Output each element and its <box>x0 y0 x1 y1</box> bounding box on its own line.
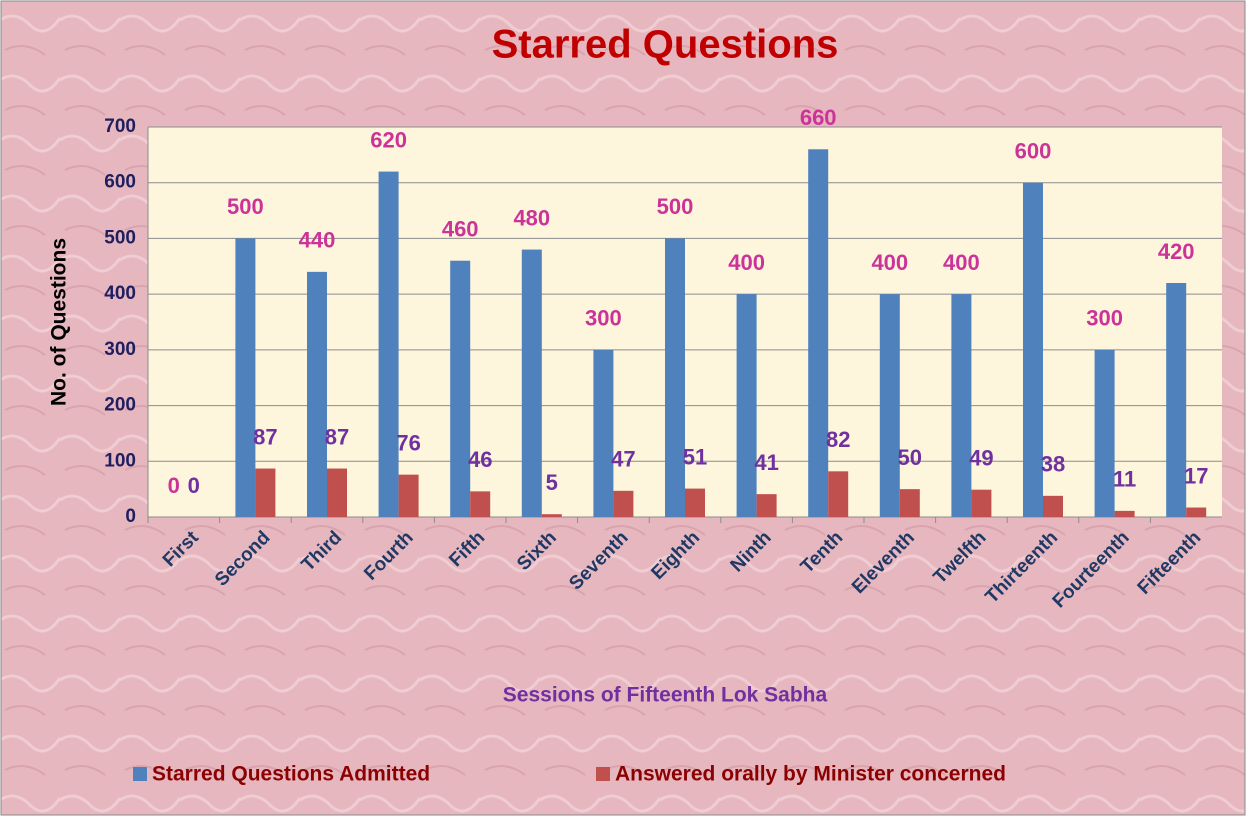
bar <box>450 260 471 517</box>
bar <box>828 471 849 517</box>
data-label: 500 <box>657 194 694 219</box>
data-label: 87 <box>325 424 349 449</box>
y-tick-label: 300 <box>104 339 136 360</box>
bar <box>327 468 347 517</box>
data-label: 600 <box>1015 139 1052 164</box>
data-label: 400 <box>728 250 765 275</box>
bar <box>398 474 419 517</box>
y-tick-label: 600 <box>104 172 136 193</box>
data-label: 38 <box>1041 452 1065 477</box>
bar <box>879 294 900 517</box>
bar <box>255 468 276 517</box>
data-label: 440 <box>299 228 336 253</box>
data-label: 46 <box>468 447 492 472</box>
bar <box>1186 507 1207 517</box>
bar <box>378 171 399 518</box>
data-label: 400 <box>943 250 980 275</box>
data-label: 49 <box>969 446 993 471</box>
bar <box>307 271 327 517</box>
bar <box>951 294 972 517</box>
x-axis-title: Sessions of Fifteenth Lok Sabha <box>503 684 828 707</box>
data-label: 500 <box>227 194 264 219</box>
legend-swatch <box>596 767 610 781</box>
bar <box>1023 182 1043 517</box>
data-label: 480 <box>513 205 550 230</box>
bar <box>736 294 757 517</box>
data-label: 82 <box>826 427 850 452</box>
data-label: 300 <box>585 306 622 331</box>
legend-swatch <box>133 767 147 781</box>
bar <box>521 249 542 518</box>
bar <box>541 514 562 517</box>
data-label: 460 <box>442 217 479 242</box>
chart-title: Starred Questions <box>492 23 839 67</box>
bar <box>899 489 920 517</box>
bar <box>756 494 777 517</box>
data-label: 400 <box>871 250 908 275</box>
data-label: 5 <box>546 470 558 495</box>
bar <box>1094 349 1115 517</box>
data-label: 0 <box>168 473 180 498</box>
y-tick-label: 700 <box>104 116 136 137</box>
data-label: 420 <box>1158 239 1195 264</box>
y-tick-label: 200 <box>104 395 136 416</box>
bar <box>613 490 634 517</box>
data-label: 660 <box>800 105 837 130</box>
data-label: 620 <box>370 127 407 152</box>
data-label: 41 <box>754 450 778 475</box>
data-label: 17 <box>1184 463 1208 488</box>
legend-label: Answered orally by Minister concerned <box>615 763 1006 786</box>
y-tick-label: 400 <box>104 283 136 304</box>
data-label: 11 <box>1113 467 1136 492</box>
bar <box>1166 283 1187 517</box>
bar <box>235 238 256 517</box>
data-label: 87 <box>253 424 277 449</box>
bar <box>470 491 491 517</box>
data-label: 300 <box>1086 306 1123 331</box>
data-label: 0 <box>188 473 200 498</box>
bar <box>1043 495 1063 517</box>
y-tick-label: 0 <box>125 506 136 527</box>
y-tick-label: 500 <box>104 227 136 248</box>
legend-label: Starred Questions Admitted <box>152 763 430 786</box>
bar <box>808 149 829 518</box>
bar <box>685 488 705 517</box>
bar <box>1114 510 1135 517</box>
data-label: 47 <box>611 447 635 472</box>
y-tick-label: 100 <box>104 450 136 471</box>
y-axis-title: No. of Questions <box>48 238 71 406</box>
data-label: 76 <box>396 430 420 455</box>
data-label: 50 <box>898 445 922 470</box>
bar <box>593 349 614 517</box>
data-label: 51 <box>683 444 707 469</box>
bar <box>971 489 992 517</box>
bar <box>665 238 685 517</box>
